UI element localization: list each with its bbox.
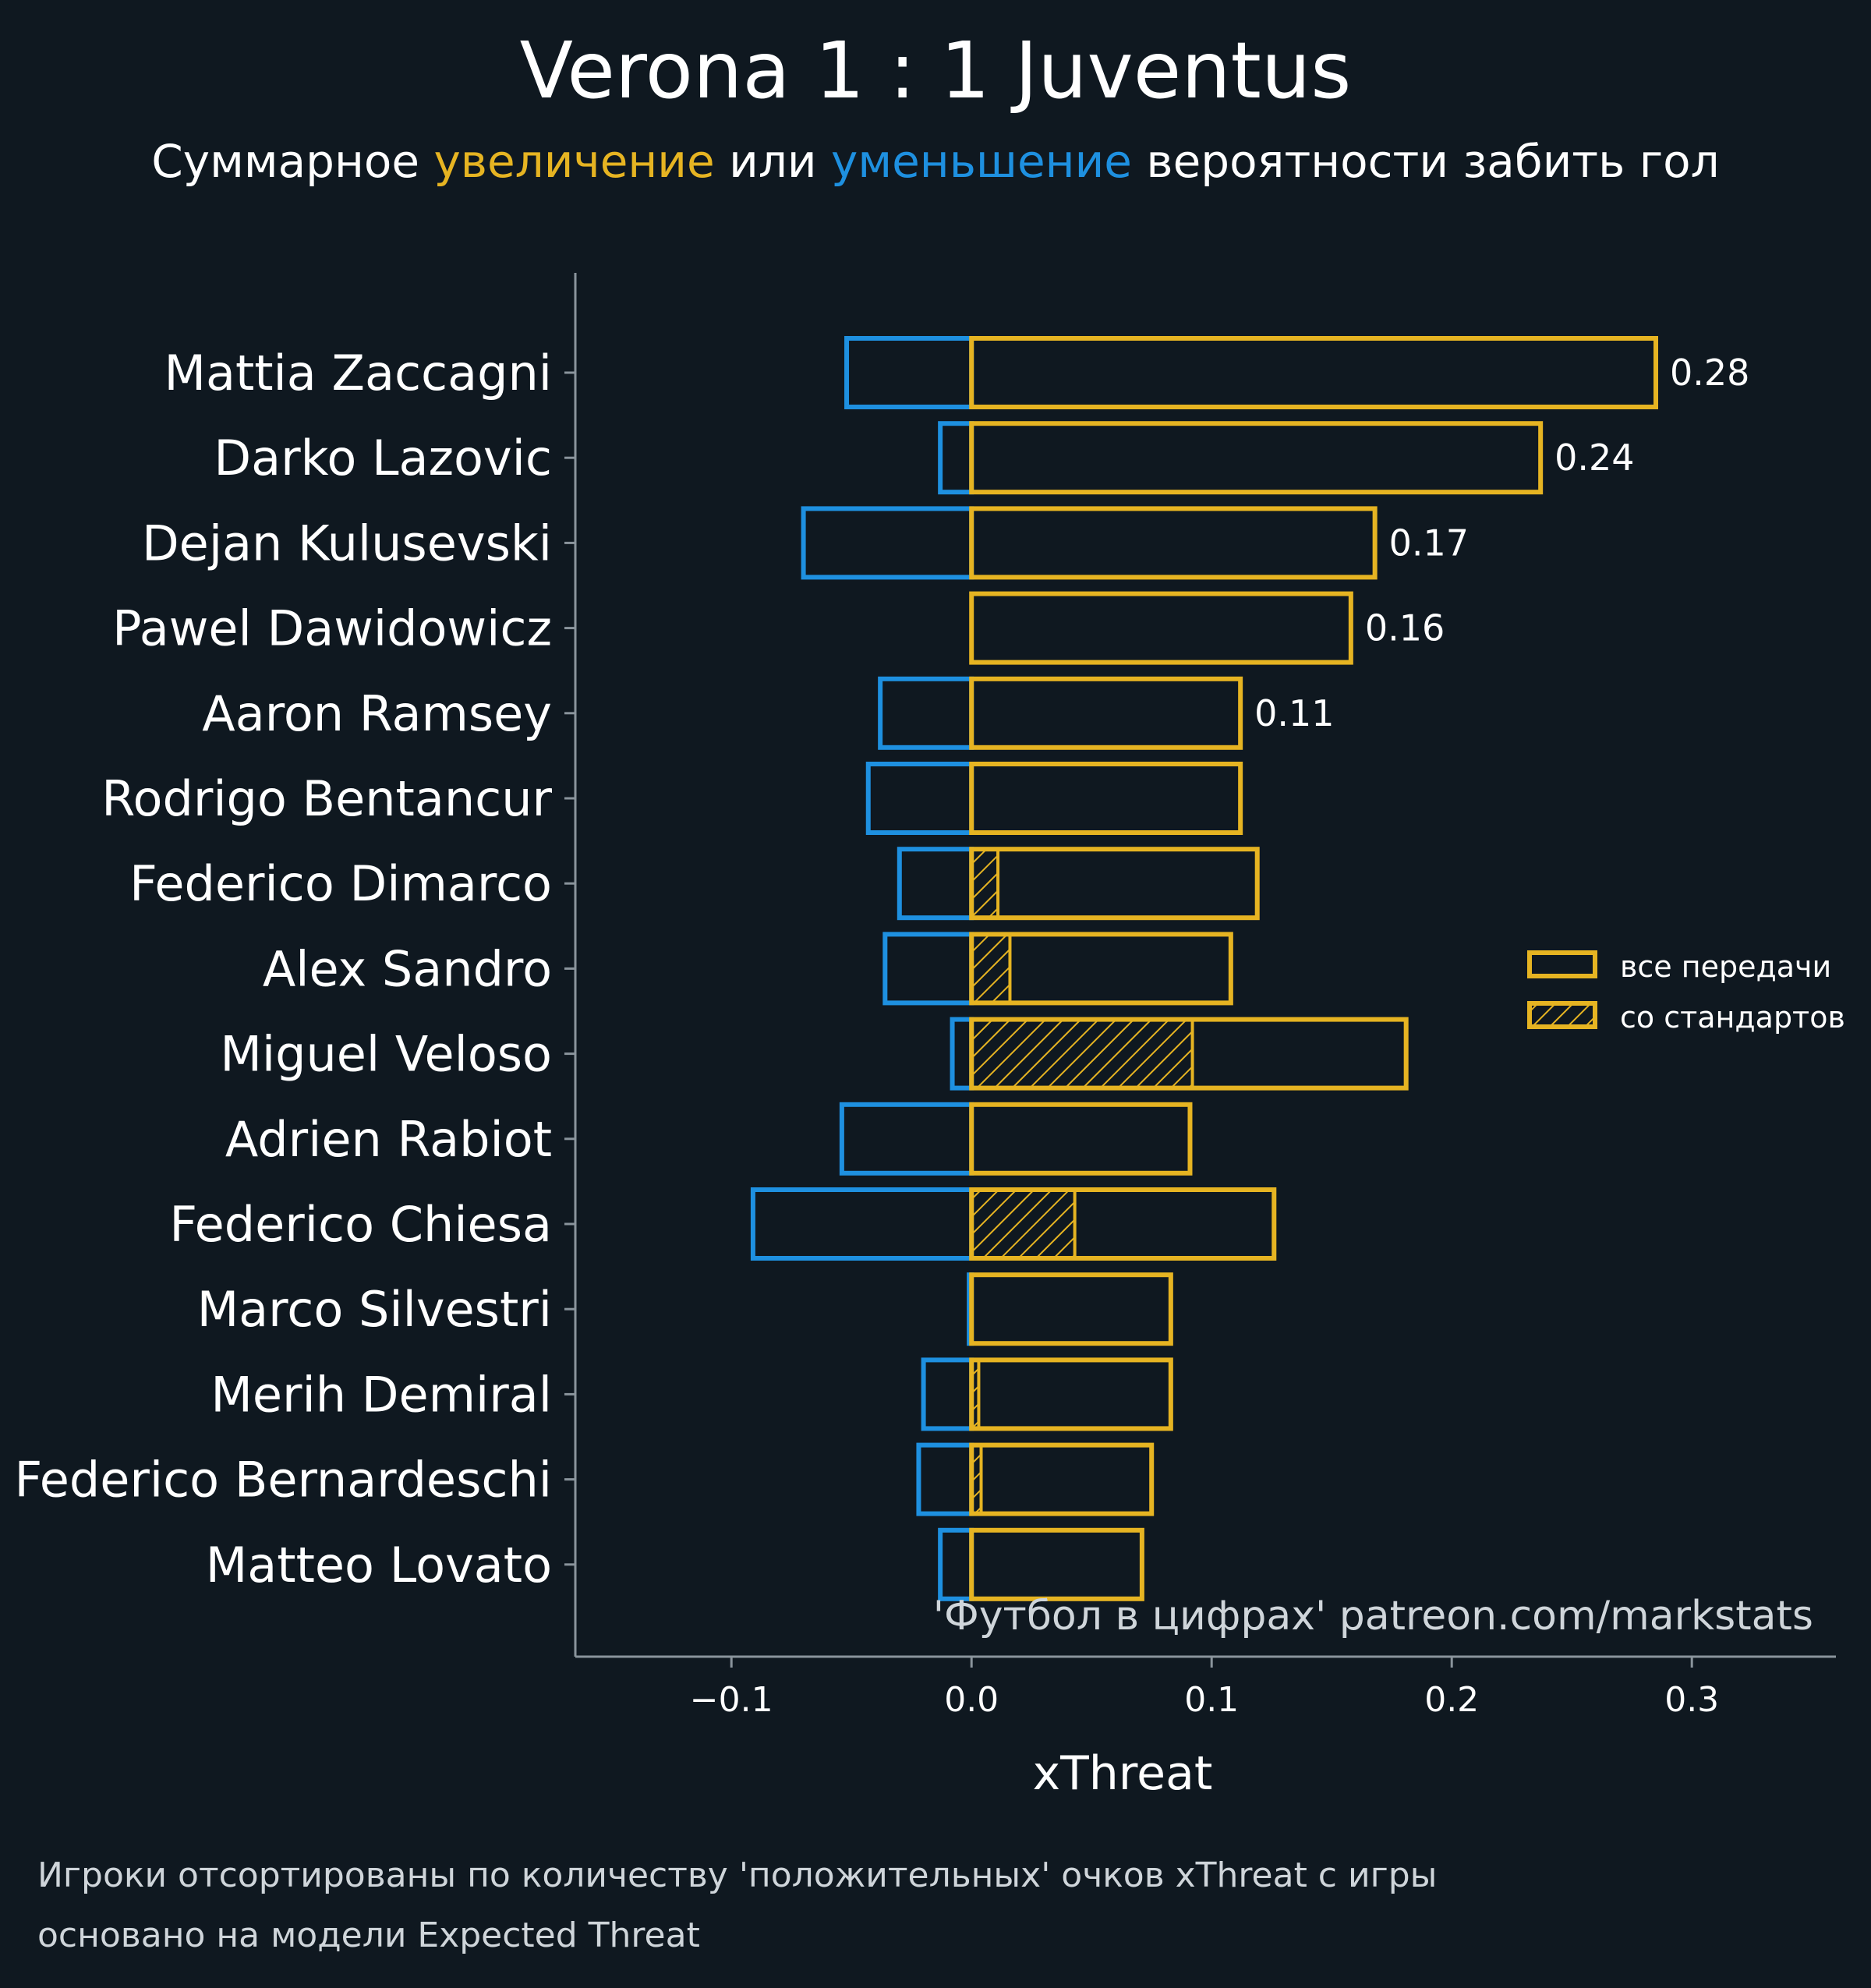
subtitle-part-1: Суммарное [151, 135, 433, 188]
bar-positive [969, 506, 1378, 580]
bar-negative [839, 1102, 974, 1176]
x-tick-label: 0.0 [944, 1680, 999, 1720]
chart-subtitle: Суммарное увеличение или уменьшение веро… [151, 135, 1719, 188]
player-label: Federico Bernardeschi [14, 1452, 552, 1509]
value-label: 0.24 [1554, 437, 1634, 479]
bar-positive [969, 676, 1243, 750]
bar-negative [916, 1442, 974, 1516]
bar-negative [882, 932, 974, 1006]
bar-set-pieces [970, 847, 1000, 920]
watermark: 'Футбол в цифрах' patreon.com/markstats [933, 1593, 1813, 1640]
player-label: Marco Silvestri [197, 1281, 552, 1338]
bar-negative [865, 762, 974, 835]
player-label: Darko Lazovic [214, 430, 552, 486]
subtitle-part-2: или [715, 135, 831, 188]
bar-negative [950, 1017, 974, 1091]
bar-negative [878, 676, 974, 750]
legend: все передачи со стандартов [1527, 950, 1845, 1035]
player-label: Alex Sandro [263, 940, 552, 997]
bar-positive [969, 932, 1233, 1006]
bar-positive [969, 762, 1243, 835]
bar-positive [969, 1187, 1277, 1261]
bar-set-pieces [970, 932, 1012, 1005]
bar-positive [969, 1102, 1193, 1176]
bar-negative [938, 421, 974, 495]
value-label: 0.28 [1670, 352, 1749, 394]
legend-swatch-set-pieces [1527, 1001, 1597, 1029]
bar-negative [801, 506, 974, 580]
footnote-line-1: Игроки отсортированы по количеству 'поло… [37, 1855, 1437, 1895]
player-label: Aaron Ramsey [202, 685, 552, 742]
bar-negative [897, 847, 974, 921]
player-label: Miguel Veloso [220, 1026, 552, 1083]
bar-positive [969, 336, 1658, 409]
bar-negative [844, 336, 974, 409]
bar-positive [969, 1272, 1173, 1346]
plot-area: −0.1 0.0 0.1 0.2 0.3 Mattia Zaccagni 0.28 Darko… [14, 273, 1836, 1720]
bar-set-pieces [970, 1017, 1194, 1090]
player-label: Matteo Lovato [206, 1537, 552, 1594]
x-tick-label: 0.3 [1664, 1680, 1719, 1720]
bar-positive [969, 1527, 1144, 1601]
x-tick-label: 0.2 [1424, 1680, 1479, 1720]
subtitle-increase: увеличение [433, 135, 714, 188]
subtitle-part-3: вероятности забить гол [1132, 135, 1720, 188]
legend-label-set-pieces: со стандартов [1620, 1000, 1845, 1035]
x-tick-label: −0.1 [690, 1680, 773, 1720]
legend-label-all-passes: все передачи [1620, 950, 1831, 984]
bar-set-pieces [970, 1188, 1077, 1260]
legend-swatch-all-passes [1527, 950, 1597, 978]
subtitle-decrease: уменьшение [831, 135, 1132, 188]
x-tick-label: 0.1 [1184, 1680, 1239, 1720]
player-label: Pawel Dawidowicz [112, 600, 552, 657]
player-label: Federico Chiesa [169, 1196, 552, 1253]
bar-positive [969, 1357, 1173, 1431]
value-label: 0.17 [1389, 522, 1469, 564]
player-label: Merih Demiral [210, 1366, 552, 1423]
player-label: Rodrigo Bentancur [101, 770, 552, 827]
bar-negative [750, 1187, 974, 1261]
bar-positive [969, 1017, 1409, 1091]
bar-negative [921, 1357, 974, 1431]
chart-title: Verona 1 : 1 Juventus [520, 25, 1352, 116]
x-axis-label: xThreat [1033, 1746, 1213, 1801]
bar-positive [969, 591, 1353, 665]
bar-negative [938, 1527, 974, 1601]
player-label: Adrien Rabiot [225, 1111, 552, 1168]
player-label: Mattia Zaccagni [164, 345, 552, 401]
bar-positive [969, 1442, 1155, 1516]
footnote-line-2: основано на модели Expected Threat [37, 1915, 700, 1955]
value-label: 0.16 [1365, 607, 1445, 649]
bar-positive [969, 847, 1260, 921]
player-label: Dejan Kulusevski [142, 515, 552, 571]
bar-positive [969, 421, 1544, 495]
value-label: 0.11 [1254, 692, 1334, 734]
player-label: Federico Dimarco [129, 855, 552, 912]
